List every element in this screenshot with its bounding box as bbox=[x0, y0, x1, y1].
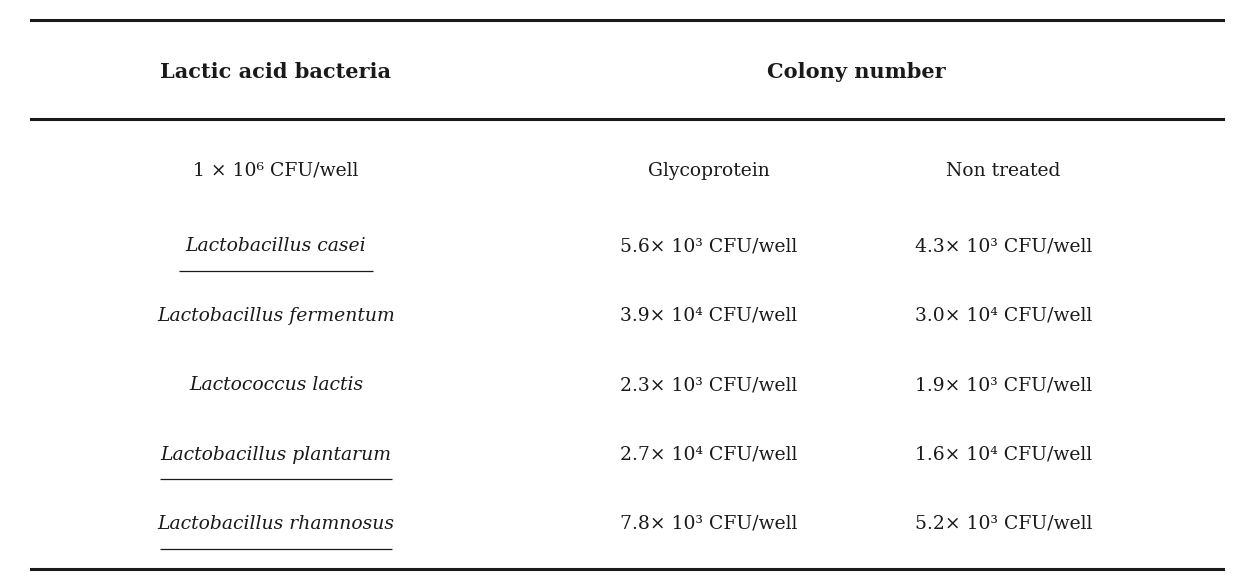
Text: Non treated: Non treated bbox=[946, 162, 1061, 180]
Text: 1.9× 10³ CFU/well: 1.9× 10³ CFU/well bbox=[914, 376, 1092, 394]
Text: Lactobacillus fermentum: Lactobacillus fermentum bbox=[157, 306, 395, 325]
Text: Lactococcus lactis: Lactococcus lactis bbox=[189, 376, 362, 394]
Text: Glycoprotein: Glycoprotein bbox=[647, 162, 770, 180]
Text: Lactobacillus plantarum: Lactobacillus plantarum bbox=[161, 445, 391, 464]
Text: 1 × 10⁶ CFU/well: 1 × 10⁶ CFU/well bbox=[193, 162, 359, 180]
Text: 1.6× 10⁴ CFU/well: 1.6× 10⁴ CFU/well bbox=[914, 445, 1092, 464]
Text: 2.3× 10³ CFU/well: 2.3× 10³ CFU/well bbox=[619, 376, 798, 394]
Text: 5.2× 10³ CFU/well: 5.2× 10³ CFU/well bbox=[914, 515, 1092, 533]
Text: 5.6× 10³ CFU/well: 5.6× 10³ CFU/well bbox=[619, 237, 798, 255]
Text: 3.0× 10⁴ CFU/well: 3.0× 10⁴ CFU/well bbox=[914, 306, 1092, 325]
Text: 2.7× 10⁴ CFU/well: 2.7× 10⁴ CFU/well bbox=[619, 445, 798, 464]
Text: 7.8× 10³ CFU/well: 7.8× 10³ CFU/well bbox=[619, 515, 798, 533]
Text: Lactobacillus casei: Lactobacillus casei bbox=[186, 237, 366, 255]
Text: 3.9× 10⁴ CFU/well: 3.9× 10⁴ CFU/well bbox=[619, 306, 798, 325]
Text: Lactic acid bacteria: Lactic acid bacteria bbox=[161, 63, 391, 82]
Text: Colony number: Colony number bbox=[766, 63, 946, 82]
Text: 4.3× 10³ CFU/well: 4.3× 10³ CFU/well bbox=[914, 237, 1092, 255]
Text: Lactobacillus rhamnosus: Lactobacillus rhamnosus bbox=[158, 515, 394, 533]
